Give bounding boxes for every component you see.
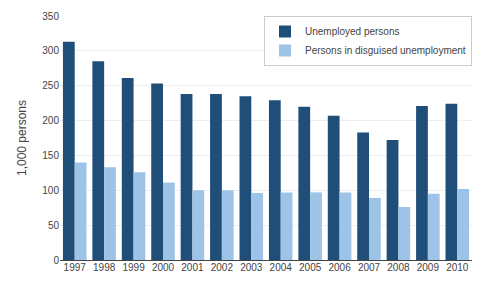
svg-text:2005: 2005: [299, 262, 322, 273]
svg-text:Unemployed persons: Unemployed persons: [305, 26, 400, 37]
svg-text:50: 50: [48, 220, 60, 231]
svg-text:300: 300: [42, 45, 59, 56]
svg-text:350: 350: [42, 11, 59, 22]
svg-text:150: 150: [42, 150, 59, 161]
svg-text:2004: 2004: [270, 262, 293, 273]
svg-text:2002: 2002: [211, 262, 234, 273]
svg-text:1997: 1997: [64, 262, 87, 273]
svg-text:2001: 2001: [181, 262, 204, 273]
svg-text:2006: 2006: [328, 262, 351, 273]
svg-text:2010: 2010: [446, 262, 469, 273]
svg-text:250: 250: [42, 80, 59, 91]
svg-text:2009: 2009: [417, 262, 440, 273]
svg-text:1999: 1999: [122, 262, 145, 273]
svg-text:1,000 persons: 1,000 persons: [15, 100, 29, 176]
svg-text:0: 0: [53, 255, 59, 266]
svg-text:2003: 2003: [240, 262, 263, 273]
svg-text:2000: 2000: [152, 262, 175, 273]
svg-text:Persons in disguised unemploym: Persons in disguised unemployment: [305, 45, 466, 56]
svg-text:1998: 1998: [93, 262, 116, 273]
svg-text:200: 200: [42, 115, 59, 126]
svg-text:100: 100: [42, 185, 59, 196]
svg-text:2007: 2007: [358, 262, 381, 273]
svg-text:2008: 2008: [387, 262, 410, 273]
